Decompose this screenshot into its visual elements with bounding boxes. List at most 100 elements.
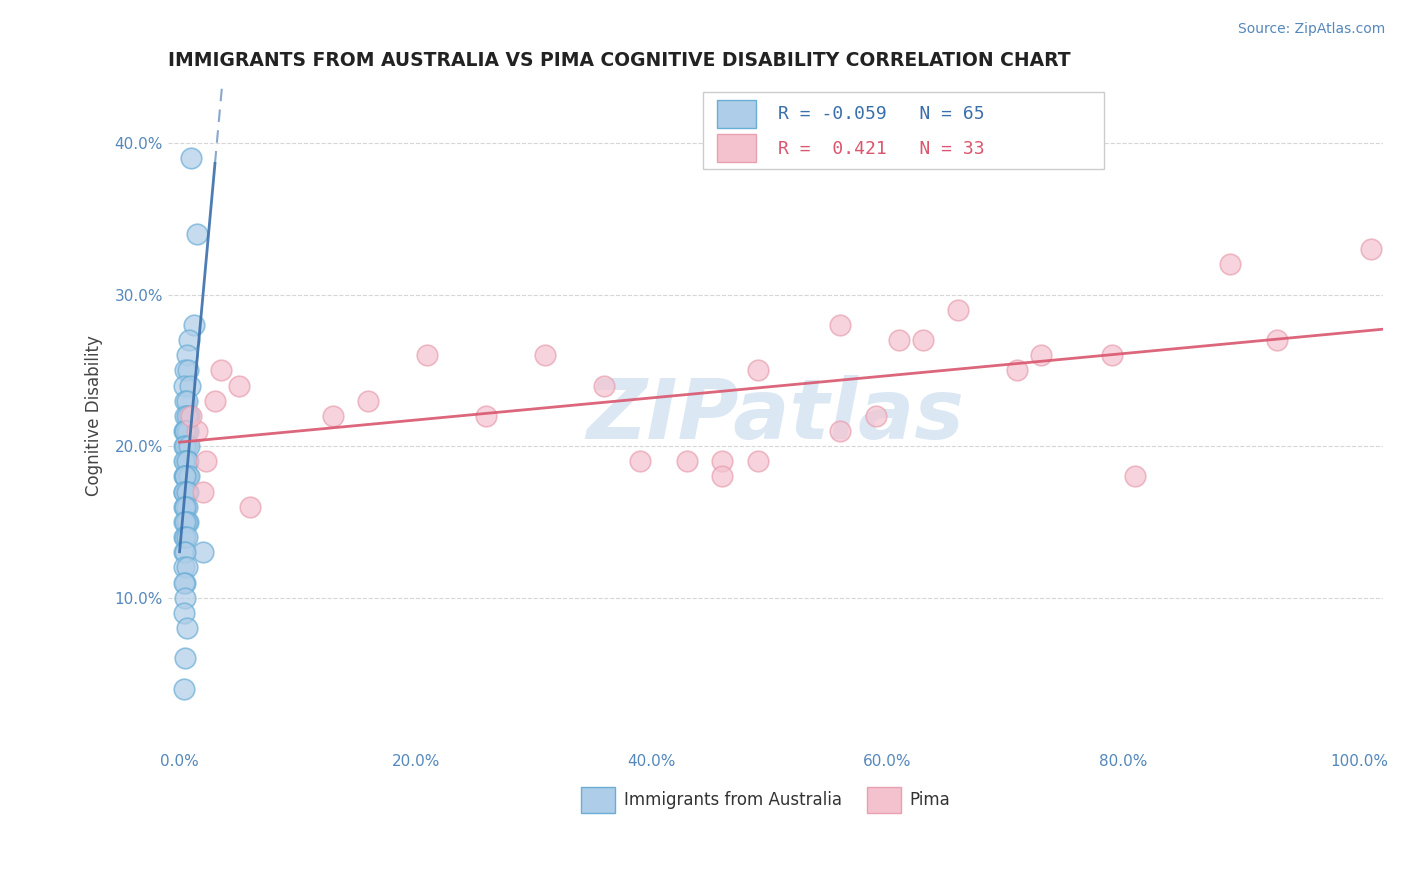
Point	[173, 378, 195, 392]
Point	[180, 151, 202, 165]
Point	[176, 469, 198, 483]
Point	[186, 227, 208, 241]
Point	[177, 424, 200, 438]
Point	[173, 484, 195, 499]
Point	[176, 530, 198, 544]
Point	[830, 318, 852, 332]
Point	[177, 363, 200, 377]
Point	[174, 530, 197, 544]
Point	[948, 302, 970, 317]
Point	[176, 621, 198, 635]
Point	[416, 348, 439, 362]
Bar	[866, 788, 901, 813]
Point	[177, 409, 200, 423]
Point	[174, 363, 197, 377]
Point	[176, 454, 198, 468]
Point	[176, 454, 198, 468]
Point	[173, 439, 195, 453]
Point	[173, 500, 195, 514]
Point	[177, 469, 200, 483]
Point	[357, 393, 380, 408]
Point	[174, 424, 197, 438]
Point	[176, 348, 198, 362]
Text: IMMIGRANTS FROM AUSTRALIA VS PIMA COGNITIVE DISABILITY CORRELATION CHART: IMMIGRANTS FROM AUSTRALIA VS PIMA COGNIT…	[167, 51, 1070, 70]
Point	[1125, 469, 1147, 483]
Point	[1360, 242, 1382, 256]
Point	[174, 484, 197, 499]
Point	[173, 575, 195, 590]
Point	[174, 545, 197, 559]
Point	[174, 651, 197, 665]
Point	[174, 409, 197, 423]
Y-axis label: Cognitive Disability: Cognitive Disability	[86, 335, 103, 496]
Text: R = -0.059   N = 65: R = -0.059 N = 65	[778, 104, 984, 123]
Point	[593, 378, 616, 392]
Text: ZIPatlas: ZIPatlas	[586, 376, 965, 457]
Point	[177, 484, 200, 499]
Point	[174, 500, 197, 514]
Point	[174, 393, 197, 408]
Bar	[581, 788, 614, 813]
Point	[180, 409, 202, 423]
Point	[239, 500, 262, 514]
Point	[179, 378, 201, 392]
Text: R =  0.421   N = 33: R = 0.421 N = 33	[778, 140, 984, 158]
Point	[176, 393, 198, 408]
Bar	[717, 100, 756, 128]
Point	[628, 454, 651, 468]
Point	[173, 606, 195, 620]
Point	[174, 500, 197, 514]
Point	[747, 363, 769, 377]
Point	[176, 439, 198, 453]
Point	[889, 333, 911, 347]
Point	[173, 515, 195, 529]
Point	[186, 424, 208, 438]
Point	[174, 469, 197, 483]
Point	[173, 424, 195, 438]
Point	[176, 500, 198, 514]
Point	[1007, 363, 1029, 377]
Point	[204, 393, 226, 408]
Point	[173, 484, 195, 499]
Point	[911, 333, 934, 347]
Point	[173, 560, 195, 574]
Point	[176, 409, 198, 423]
Point	[176, 424, 198, 438]
Point	[194, 454, 217, 468]
Text: Immigrants from Australia: Immigrants from Australia	[623, 791, 842, 809]
Point	[176, 560, 198, 574]
Point	[174, 439, 197, 453]
Point	[1029, 348, 1052, 362]
Point	[322, 409, 344, 423]
Point	[1265, 333, 1288, 347]
Point	[711, 469, 734, 483]
Point	[174, 469, 197, 483]
Point	[177, 454, 200, 468]
Point	[173, 530, 195, 544]
Point	[177, 439, 200, 453]
Point	[176, 484, 198, 499]
Point	[174, 454, 197, 468]
Point	[534, 348, 557, 362]
Point	[193, 484, 215, 499]
Text: Source: ZipAtlas.com: Source: ZipAtlas.com	[1237, 22, 1385, 37]
Point	[676, 454, 699, 468]
Point	[209, 363, 232, 377]
Point	[475, 409, 498, 423]
Point	[173, 545, 195, 559]
Bar	[717, 135, 756, 162]
Point	[711, 454, 734, 468]
Point	[1219, 257, 1241, 271]
Point	[174, 591, 197, 605]
Point	[177, 469, 200, 483]
Point	[865, 409, 887, 423]
Point	[173, 469, 195, 483]
Point	[228, 378, 250, 392]
Point	[177, 515, 200, 529]
Point	[747, 454, 769, 468]
Point	[1101, 348, 1123, 362]
Point	[830, 424, 852, 438]
Point	[173, 454, 195, 468]
Point	[193, 545, 215, 559]
FancyBboxPatch shape	[703, 93, 1104, 169]
